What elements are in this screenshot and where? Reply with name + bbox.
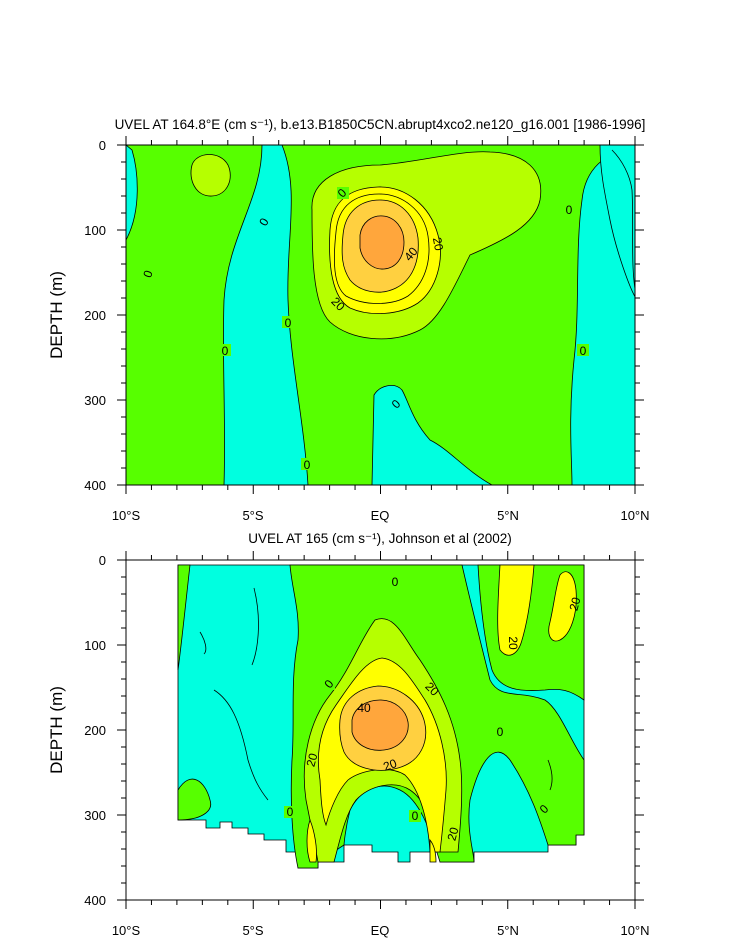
x-tick-labels: 10°S 5°S EQ 5°N 10°N [112,923,650,938]
contour-label: 0 [412,809,419,823]
fill-20-30-east-small [548,571,577,642]
chart-panel-1: 0 0 0 0 0 0 0 0 0 20 20 40 UVEL AT 164.8… [47,117,650,523]
x-tick-label: EQ [371,508,390,523]
x-tick-label: 5°N [497,923,519,938]
y-tick-labels: 0 100 200 300 400 [84,138,106,493]
fill-negative-west-edge [126,145,138,241]
x-tick-label: 10°S [112,923,141,938]
y-tick-label: 300 [84,393,106,408]
axis-ticks [117,551,644,909]
contour-label: 0 [222,344,229,358]
contour-label: 20 [567,595,584,612]
contour-label: 0 [580,344,587,358]
contour-label: 20 [381,756,399,774]
y-tick-labels: 0 100 200 300 400 [84,553,106,908]
x-tick-label: 5°S [242,923,263,938]
x-tick-label: 5°S [242,508,263,523]
contour-label: 20 [430,236,446,252]
x-tick-label: 10°N [620,923,649,938]
axis-ticks [117,136,644,494]
fill-40-50 [351,699,409,751]
y-axis-label: DEPTH (m) [47,686,66,774]
chart-title: UVEL AT 165 (cm s⁻¹), Johnson et al (200… [248,531,512,546]
x-tick-label: 10°N [620,508,649,523]
fill-20-30-sliver-east [429,838,437,863]
fill-40-50 [359,215,405,270]
fill-0-10-west [126,145,263,485]
contour-label: 0 [304,458,311,472]
y-axis-label: DEPTH (m) [47,271,66,359]
contour-label: 0 [392,575,399,589]
contour-label: 40 [357,701,371,715]
x-tick-label: 10°S [112,508,141,523]
y-tick-label: 200 [84,308,106,323]
contour-label: 0 [140,268,156,279]
contour-label: 20 [506,636,520,650]
fill-negative-east [599,145,635,298]
fill-20-30-sliver-west [306,818,317,863]
y-tick-label: 400 [84,893,106,908]
contour-label: 0 [497,725,504,739]
y-tick-label: 100 [84,223,106,238]
chart-panel-2: 0 0 0 0 0 0 20 20 20 20 20 40 20 UVEL AT… [47,531,650,938]
y-tick-label: 300 [84,808,106,823]
y-tick-label: 0 [99,138,106,153]
fill-10-20-blob-west [190,154,231,197]
y-tick-label: 200 [84,723,106,738]
x-tick-labels: 10°S 5°S EQ 5°N 10°N [112,508,650,523]
y-tick-label: 100 [84,638,106,653]
fill-20-30-east [497,564,535,656]
chart-title: UVEL AT 164.8°E (cm s⁻¹), b.e13.B1850C5C… [115,117,646,132]
contour-label: 20 [304,751,321,768]
y-tick-label: 400 [84,478,106,493]
x-tick-label: 5°N [497,508,519,523]
fill-0-10-southwest [177,778,212,821]
y-tick-label: 0 [99,553,106,568]
contour-label: 0 [285,316,292,330]
contour-label: 0 [566,203,573,217]
fill-0-10-west [177,564,191,671]
x-tick-label: EQ [371,923,390,938]
contour-label: 20 [445,825,462,842]
contour-label: 0 [287,805,294,819]
